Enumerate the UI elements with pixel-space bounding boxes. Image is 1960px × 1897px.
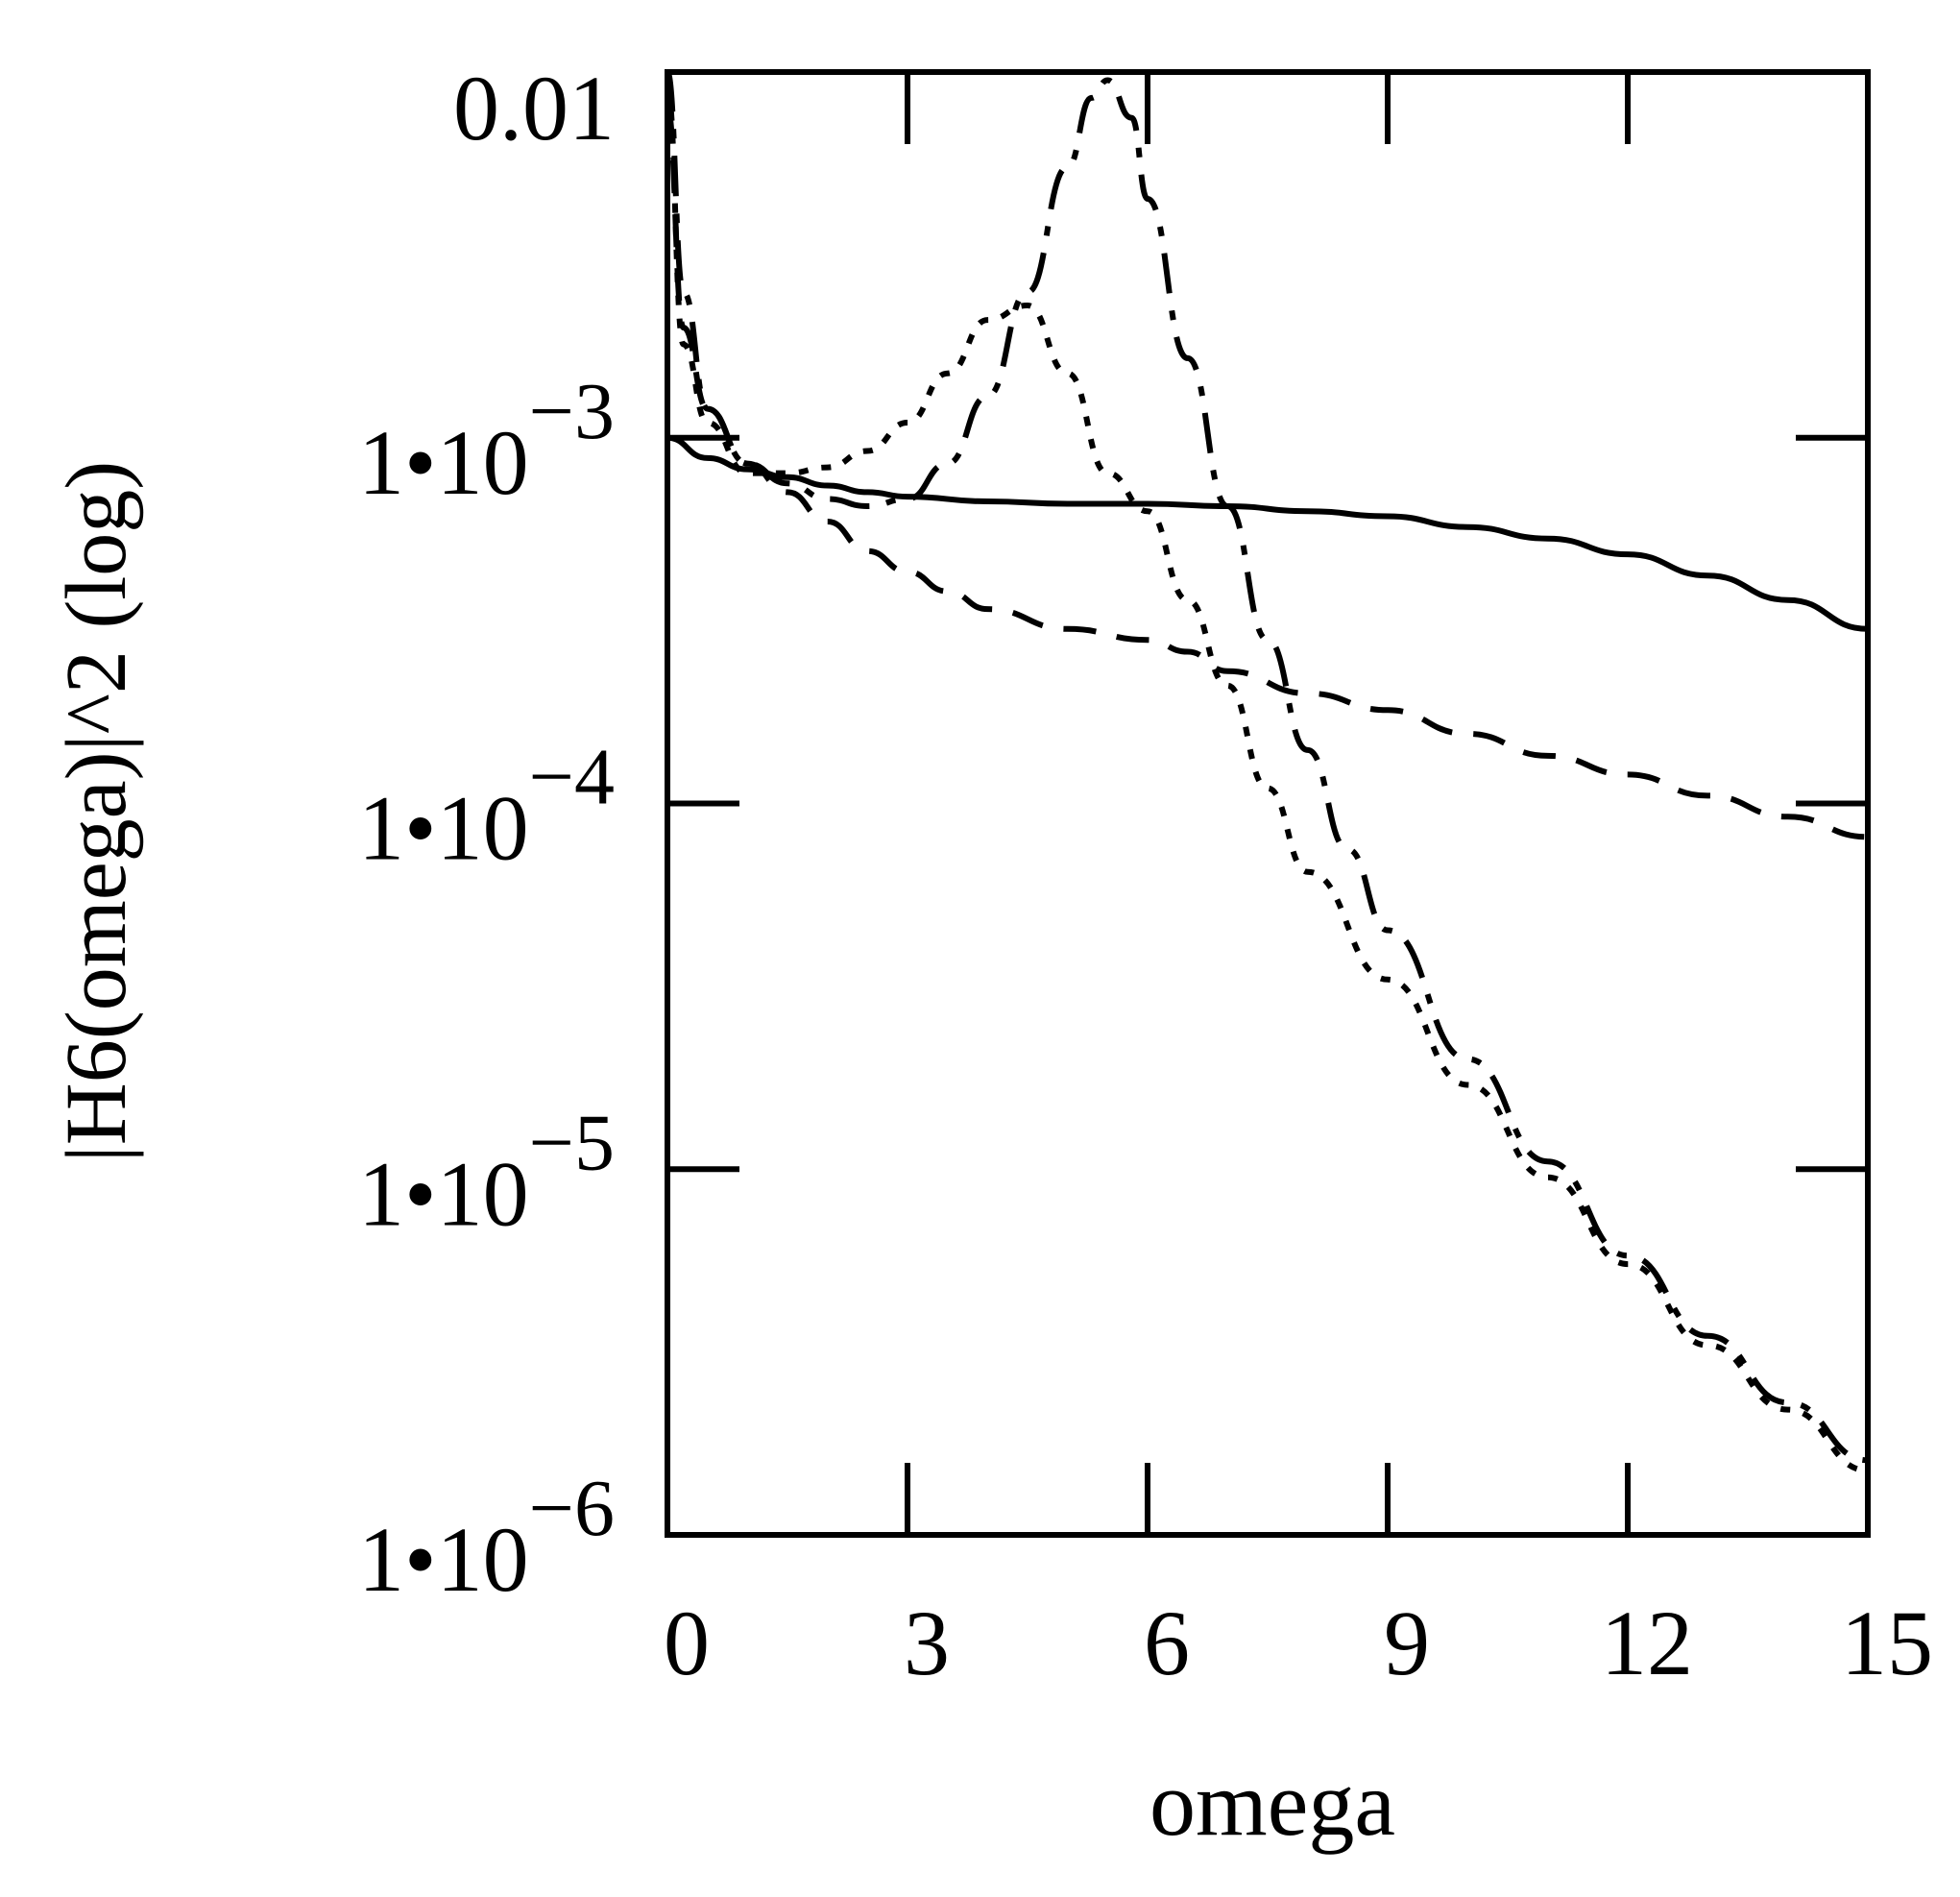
y-tick-label: 1•10−6	[358, 1464, 615, 1611]
x-tick-label: 9	[1384, 1592, 1430, 1694]
y-tick-base: 1•10	[358, 411, 529, 514]
plot-frame	[665, 69, 1871, 1538]
y-tick-base: 1•10	[358, 777, 529, 880]
x-tick-label: 6	[1144, 1592, 1190, 1694]
y-tick-exponent: −3	[529, 367, 615, 456]
x-tick-labels: 0 3 6 9 12 15	[664, 1592, 1933, 1694]
y-tick-labels: 0.01 1•10−3 1•10−4 1•10−5 1•10−6	[358, 57, 615, 1611]
tick-marks	[667, 69, 1868, 1535]
series-layer	[665, 69, 1869, 1473]
y-tick-exponent: −5	[529, 1098, 615, 1187]
x-axis-title: omega	[1149, 1752, 1395, 1855]
x-tick-label: 0	[664, 1592, 710, 1694]
y-tick-label: 0.01	[453, 57, 615, 159]
y-tick-base: 1•10	[358, 1142, 529, 1245]
y-axis-title: |H6(omega)|^2 (log)	[49, 461, 144, 1163]
x-tick-label: 3	[904, 1592, 950, 1694]
y-tick-base: 1•10	[358, 1508, 529, 1611]
y-tick-exponent: −4	[529, 733, 615, 822]
series-line-dashed	[665, 104, 1869, 840]
series-line-dash-dot	[665, 69, 1869, 1464]
y-tick-label: 1•10−4	[358, 733, 615, 880]
series-line-dotted	[665, 85, 1869, 1473]
x-tick-label: 12	[1601, 1592, 1693, 1694]
y-tick-exponent: −6	[529, 1464, 615, 1553]
y-tick-label: 1•10−5	[358, 1098, 615, 1245]
series-line-solid	[666, 434, 1869, 632]
y-tick-label: 1•10−3	[358, 367, 615, 514]
x-tick-label: 15	[1841, 1592, 1933, 1694]
